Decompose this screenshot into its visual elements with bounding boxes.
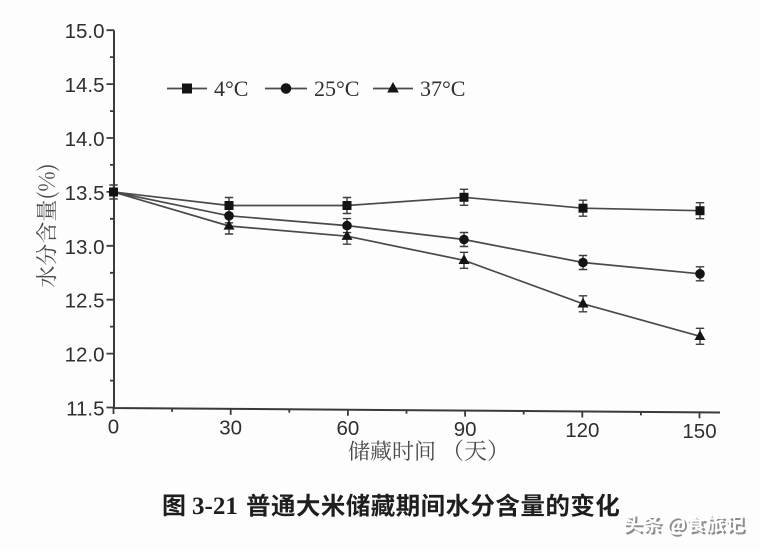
svg-text:13.0: 13.0	[65, 236, 105, 259]
svg-text:120: 120	[565, 419, 599, 442]
svg-text:0: 0	[108, 416, 119, 439]
svg-text:60: 60	[336, 417, 359, 440]
svg-text:37°C: 37°C	[420, 76, 465, 101]
svg-text:3-21: 3-21	[192, 493, 238, 520]
svg-text:4°C: 4°C	[214, 76, 248, 101]
svg-text:13.5: 13.5	[65, 182, 105, 205]
svg-text:14.0: 14.0	[65, 128, 105, 151]
svg-text:12.5: 12.5	[65, 290, 105, 313]
svg-text:11.5: 11.5	[66, 398, 104, 421]
svg-text:90: 90	[454, 418, 477, 441]
svg-text:25°C: 25°C	[314, 76, 359, 101]
svg-text:150: 150	[682, 420, 716, 443]
svg-text:14.5: 14.5	[65, 74, 105, 97]
svg-text:30: 30	[219, 416, 242, 439]
svg-text:15.0: 15.0	[65, 20, 105, 43]
svg-text:12.0: 12.0	[65, 344, 105, 367]
